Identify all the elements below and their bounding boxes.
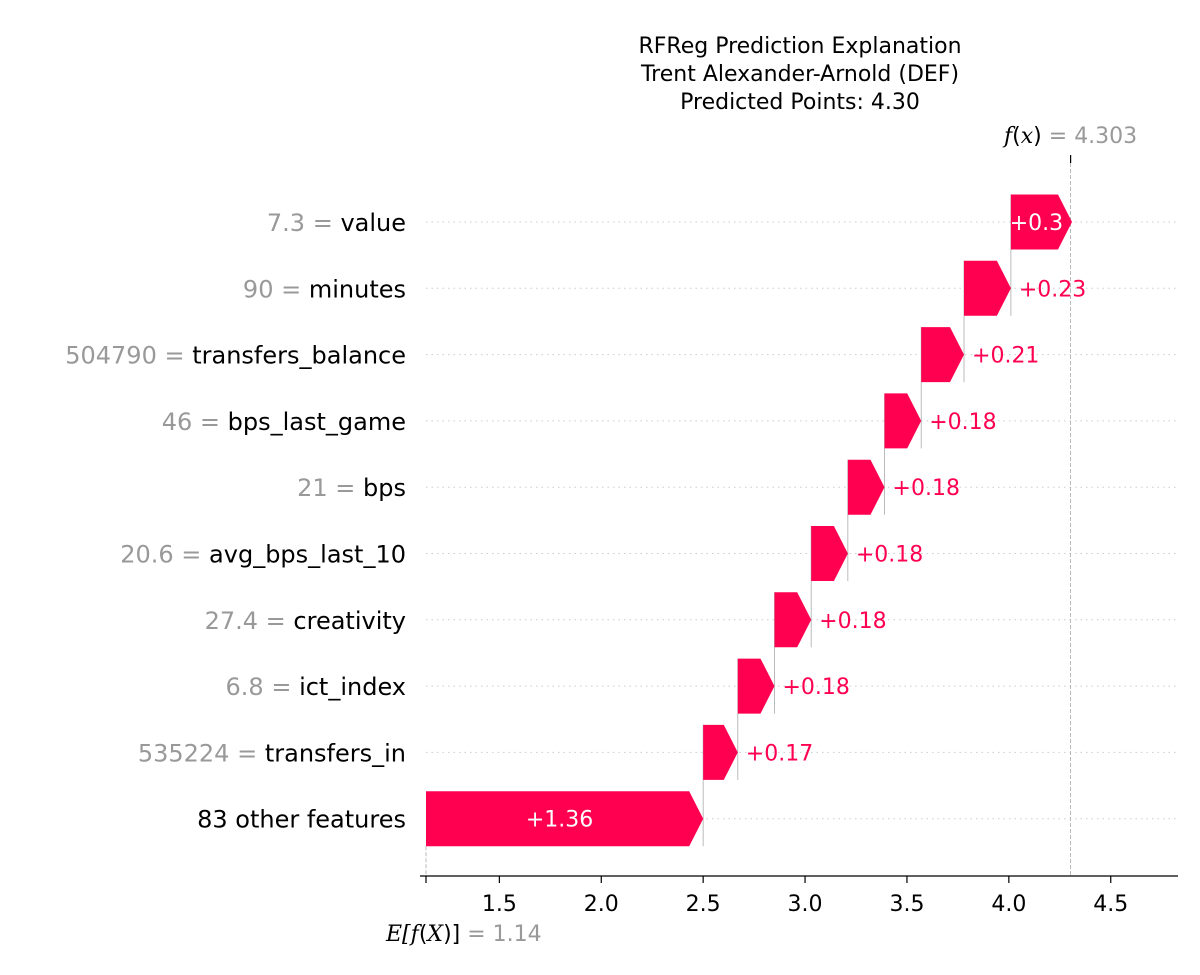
feature-label: 46 = bps_last_game xyxy=(162,408,406,436)
title-line: Predicted Points: 4.30 xyxy=(680,90,920,115)
feature-value: 27.4 xyxy=(205,607,258,635)
reference-lines xyxy=(425,155,1072,876)
feature-separator: = xyxy=(258,607,293,635)
feature-separator: = xyxy=(174,541,209,569)
base-prefix: E[ xyxy=(385,922,411,947)
feature-value: 21 xyxy=(297,474,328,502)
final-equals: = xyxy=(1042,124,1074,149)
feature-label: 20.6 = avg_bps_last_10 xyxy=(120,541,406,569)
bar-value-label: +0.18 xyxy=(929,410,996,435)
base-suffix: )] xyxy=(443,922,460,947)
value-annotations: f(x) = 4.303 E[f(X)] = 1.14 xyxy=(385,124,1137,947)
feature-separator: = xyxy=(273,275,308,303)
chart-title: RFReg Prediction Explanation Trent Alexan… xyxy=(638,34,961,115)
contribution-bar xyxy=(811,526,848,581)
feature-name: avg_bps_last_10 xyxy=(209,541,406,569)
feature-name: bps xyxy=(363,474,406,502)
contribution-bar xyxy=(847,459,885,515)
x-axis: 1.5 2.0 2.5 3.0 3.5 4.0 4.5 xyxy=(420,875,1178,917)
feature-name: ict_index xyxy=(299,673,406,701)
base-value-annotation: E[f(X)] = 1.14 xyxy=(385,922,542,947)
x-tick-label: 4.5 xyxy=(1093,892,1128,917)
feature-separator: = xyxy=(328,474,363,502)
feature-name: value xyxy=(340,209,406,237)
contribution-bar xyxy=(774,592,812,648)
feature-name: bps_last_game xyxy=(228,408,406,436)
feature-separator: = xyxy=(229,739,264,767)
base-equals: = xyxy=(460,922,492,947)
feature-label: 7.3 = value xyxy=(267,209,406,237)
x-tick-label: 2.0 xyxy=(584,892,619,917)
bar-value-label: +0.23 xyxy=(1019,277,1086,302)
x-tick-label: 1.5 xyxy=(482,892,517,917)
feature-value: 46 xyxy=(162,408,193,436)
feature-value: 535224 xyxy=(138,739,230,767)
final-paren: ( xyxy=(1012,124,1021,149)
contribution-bar xyxy=(921,327,964,383)
final-value-annotation: f(x) = 4.303 xyxy=(1002,124,1137,149)
base-var: X xyxy=(425,922,444,947)
final-var: x xyxy=(1021,124,1034,149)
contribution-bar xyxy=(884,393,922,449)
feature-name: 83 other features xyxy=(197,806,406,834)
feature-value: 20.6 xyxy=(120,541,173,569)
feature-name: minutes xyxy=(309,275,406,303)
feature-label: 27.4 = creativity xyxy=(205,607,406,635)
title-line: Trent Alexander-Arnold (DEF) xyxy=(640,62,959,87)
contribution-bar xyxy=(703,724,738,780)
feature-labels: 7.3 = value 90 = minutes 504790 = transfer… xyxy=(65,209,406,834)
feature-label: 83 other features xyxy=(197,806,406,834)
bar-value-label: +0.18 xyxy=(893,476,960,501)
feature-label: 6.8 = ict_index xyxy=(226,673,406,701)
bar-value-label: +0.17 xyxy=(746,741,813,766)
feature-value: 6.8 xyxy=(226,673,264,701)
contribution-bar xyxy=(1010,194,1072,250)
feature-separator: = xyxy=(305,209,340,237)
feature-label: 21 = bps xyxy=(297,474,406,502)
contribution-bar xyxy=(964,260,1011,316)
bar-value-label: +0.3 xyxy=(1010,211,1063,236)
bar-value-label: +0.18 xyxy=(856,543,923,568)
feature-value: 90 xyxy=(243,275,274,303)
bar-value-label: +1.36 xyxy=(526,808,593,833)
contribution-bar xyxy=(737,658,775,714)
title-line: RFReg Prediction Explanation xyxy=(638,34,961,59)
feature-value: 7.3 xyxy=(267,209,305,237)
final-suffix: ) xyxy=(1033,124,1042,149)
final-value-text: 4.303 xyxy=(1074,124,1137,149)
contribution-bars: +0.3 +0.23 +0.21 +0.18 +0.18 +0.18 +0.18 +0.18 +… xyxy=(426,194,1086,847)
x-tick-label: 3.0 xyxy=(788,892,823,917)
feature-label: 504790 = transfers_balance xyxy=(65,342,406,370)
base-paren: ( xyxy=(419,922,428,947)
bar-value-label: +0.21 xyxy=(972,344,1039,369)
feature-name: transfers_balance xyxy=(192,342,406,370)
feature-value: 504790 xyxy=(65,342,157,370)
row-gridlines xyxy=(426,221,1178,820)
feature-label: 90 = minutes xyxy=(243,275,406,303)
feature-name: creativity xyxy=(293,607,406,635)
feature-separator: = xyxy=(192,408,227,436)
contribution-bar xyxy=(426,791,704,847)
feature-separator: = xyxy=(157,342,192,370)
x-tick-label: 4.0 xyxy=(991,892,1026,917)
feature-label: 535224 = transfers_in xyxy=(138,739,406,767)
base-value-text: 1.14 xyxy=(493,922,542,947)
bar-value-label: +0.18 xyxy=(819,609,886,634)
feature-separator: = xyxy=(264,673,299,701)
x-tick-label: 3.5 xyxy=(889,892,924,917)
feature-name: transfers_in xyxy=(265,739,406,767)
x-tick-label: 2.5 xyxy=(686,892,721,917)
bar-value-label: +0.18 xyxy=(782,675,849,700)
